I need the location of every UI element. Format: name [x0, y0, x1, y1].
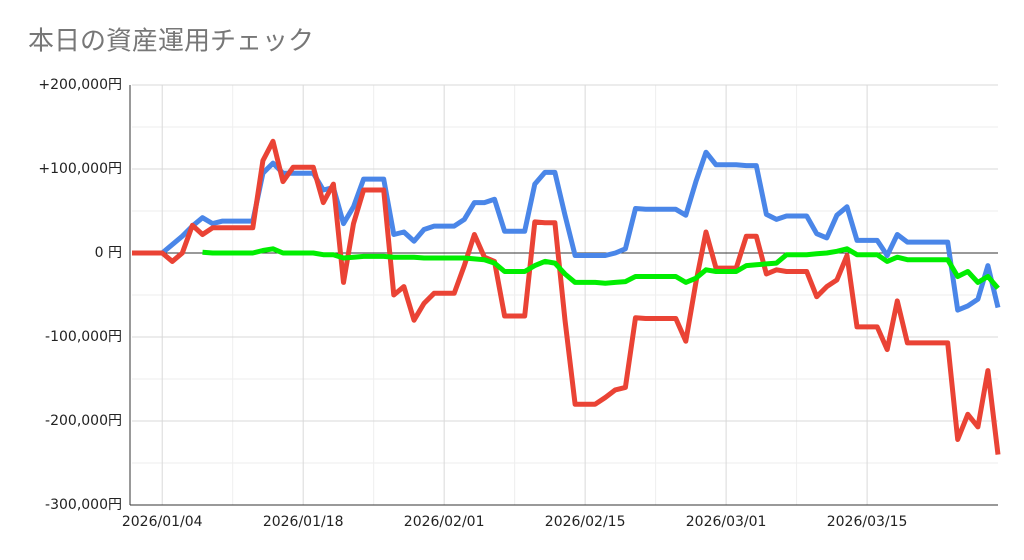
y-tick-label: -100,000円 [45, 329, 122, 345]
series-line [132, 149, 1001, 313]
y-tick-label: -200,000円 [45, 413, 122, 429]
series-line [132, 138, 1001, 455]
x-tick-label: 2026/03/15 [827, 514, 908, 530]
x-tick-label: 2026/03/01 [686, 514, 767, 530]
x-tick-label: 2026/02/15 [545, 514, 626, 530]
x-tick-label: 2026/02/01 [404, 514, 485, 530]
y-tick-label: 0 円 [95, 245, 122, 261]
y-tick-label: +200,000円 [38, 77, 122, 93]
x-tick-label: 2026/01/04 [122, 514, 203, 530]
x-tick-label: 2026/01/18 [263, 514, 344, 530]
chart-title: 本日の資産運用チェック [28, 27, 314, 57]
y-tick-label: -300,000円 [45, 497, 122, 513]
series-line [202, 246, 1000, 290]
y-tick-label: +100,000円 [38, 161, 122, 177]
